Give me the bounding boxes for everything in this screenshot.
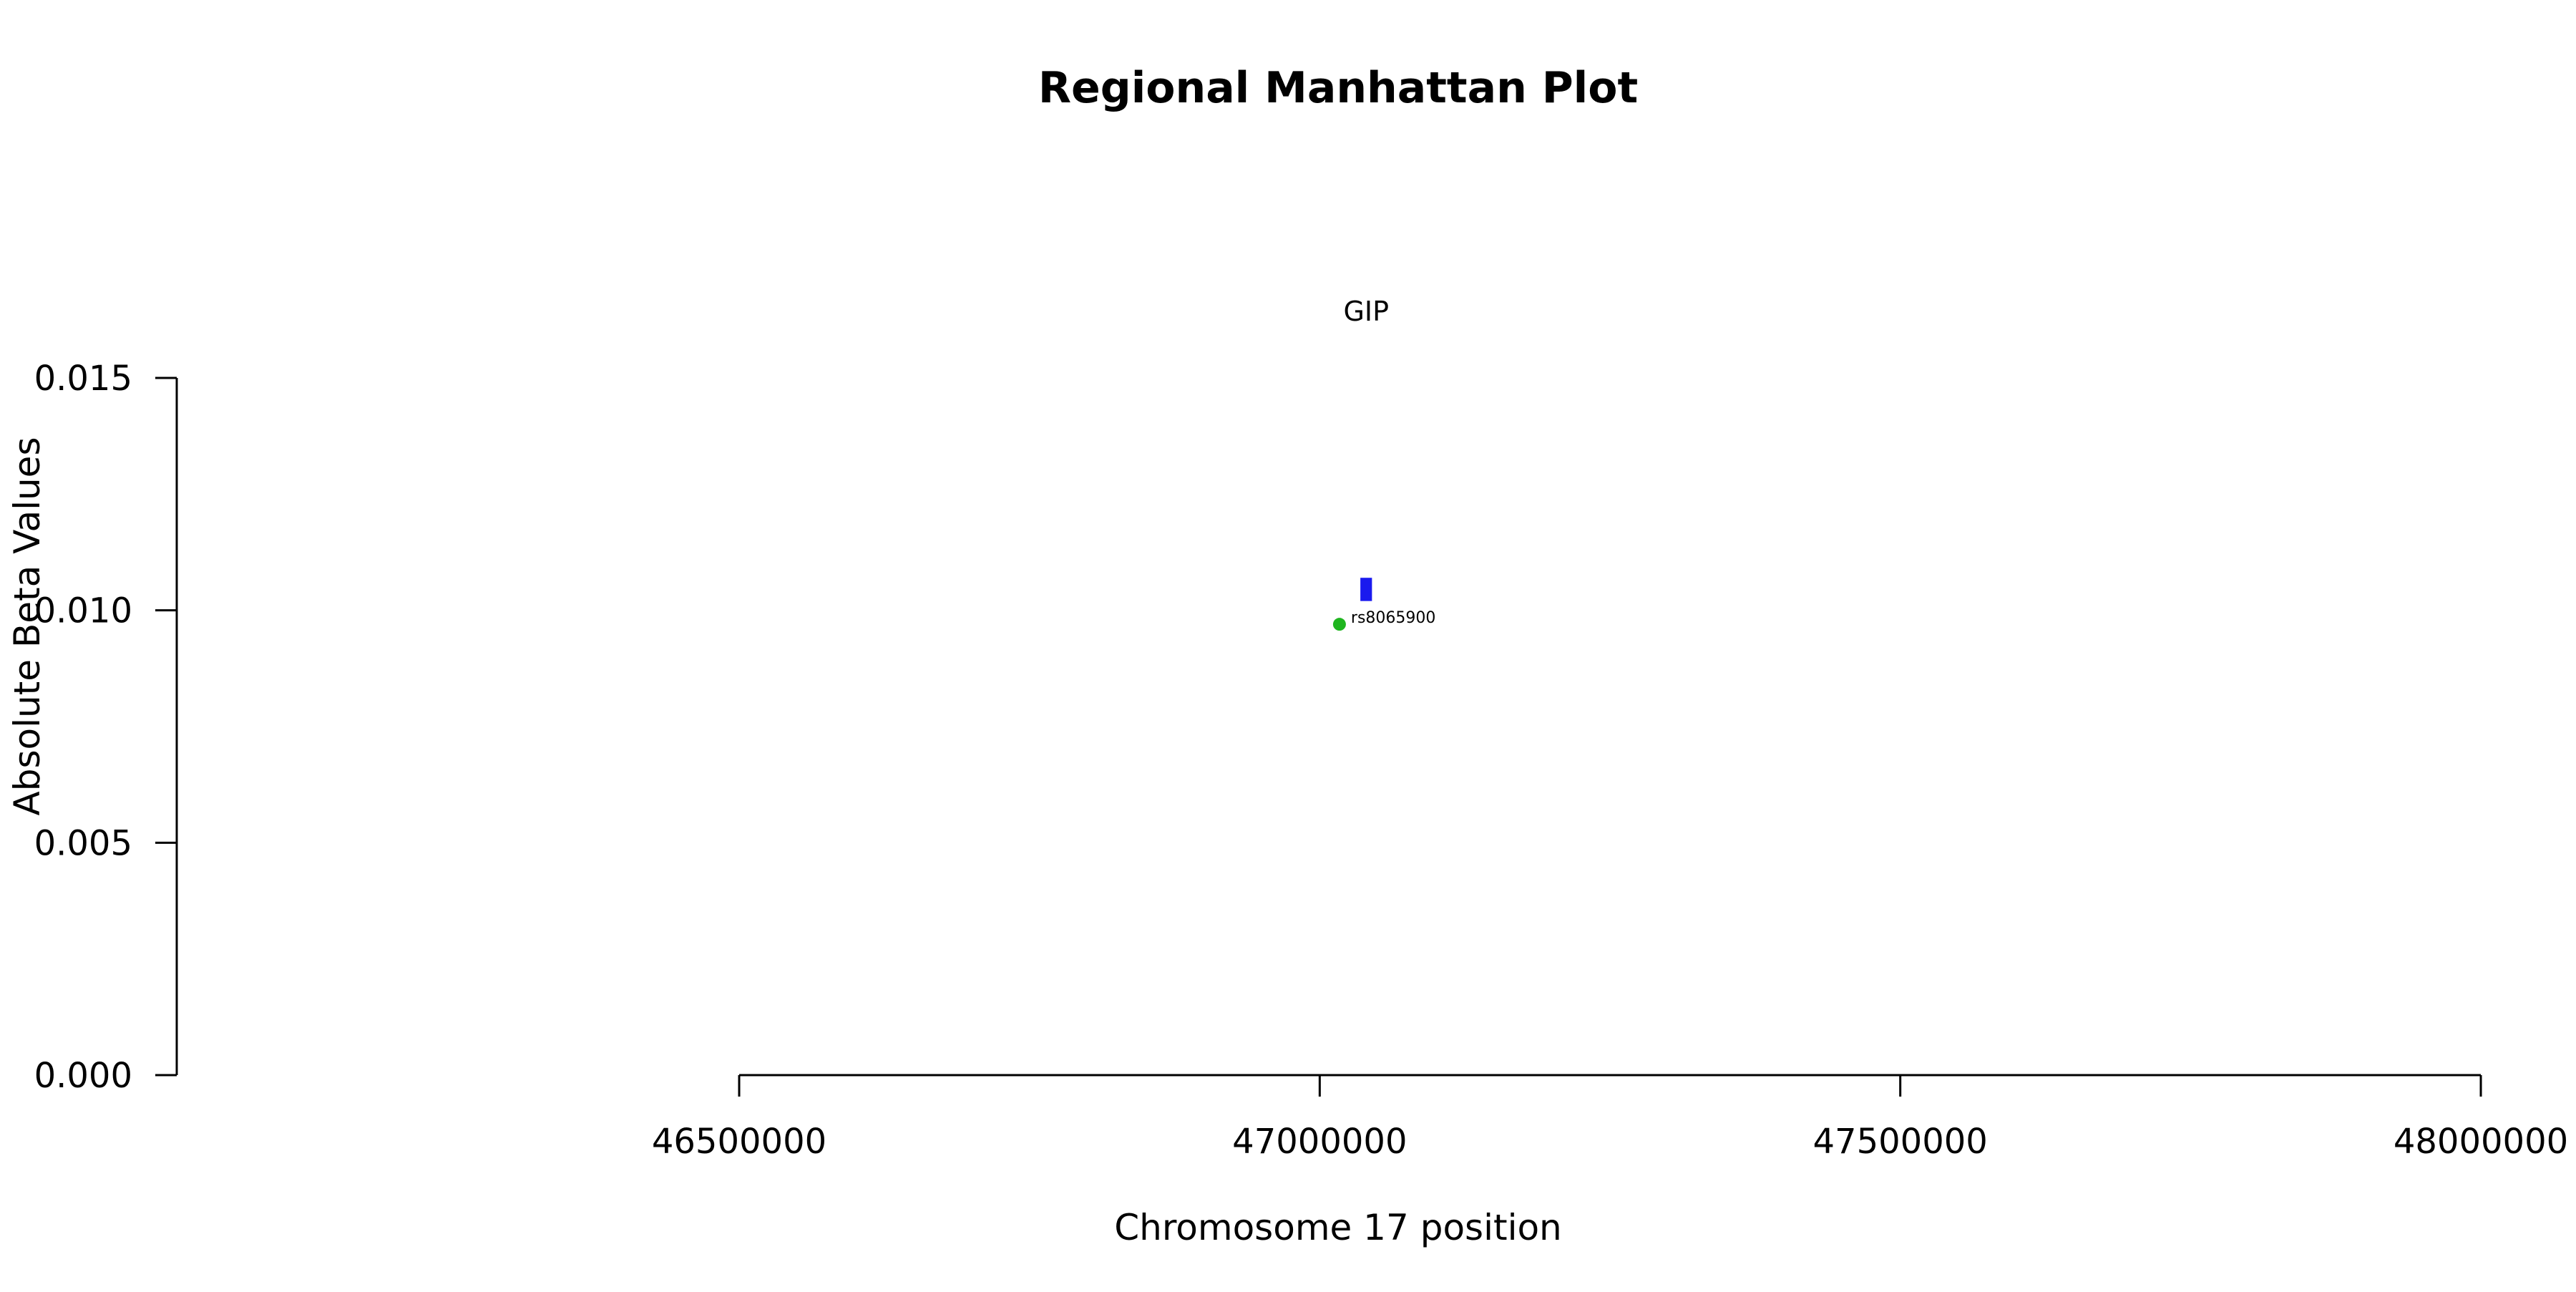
gene-label: GIP (1343, 296, 1389, 327)
snp-label: rs8065900 (1351, 609, 1436, 627)
x-tick-label: 48000000 (2394, 1122, 2568, 1162)
x-tick-label: 46500000 (652, 1122, 826, 1162)
x-axis-label: Chromosome 17 position (1114, 1207, 1562, 1248)
y-tick-label: 0.005 (34, 823, 132, 863)
y-tick-label: 0.000 (34, 1056, 132, 1096)
gene-block (1360, 578, 1372, 601)
plot-layer: 0.000 0.005 0.010 0.015 46500000 47000000 4750… (34, 296, 2569, 1162)
y-tick-label: 0.015 (34, 359, 132, 399)
chart-title: Regional Manhattan Plot (1038, 63, 1638, 113)
y-tick-label: 0.010 (34, 591, 132, 631)
y-axis-label: Absolute Beta Values (6, 437, 48, 816)
x-tick-label: 47000000 (1232, 1122, 1407, 1162)
x-tick-label: 47500000 (1813, 1122, 1988, 1162)
snp-point (1332, 618, 1346, 631)
